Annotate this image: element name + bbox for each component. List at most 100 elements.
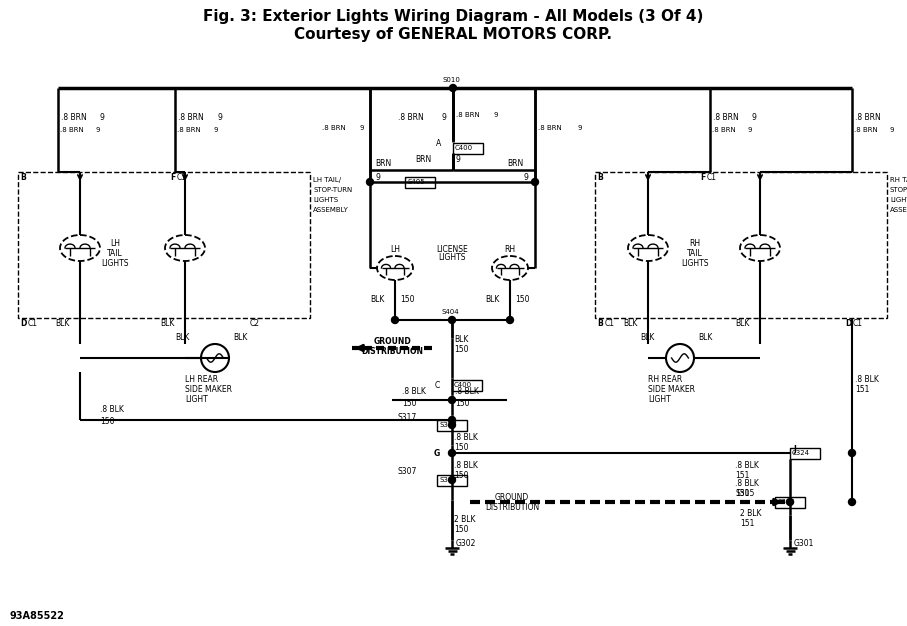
Circle shape (786, 498, 794, 506)
Circle shape (849, 498, 855, 506)
Text: S404: S404 (441, 309, 459, 315)
Text: .8 BRN: .8 BRN (322, 125, 346, 131)
Text: LH TAIL/: LH TAIL/ (313, 177, 341, 183)
Text: 9: 9 (890, 127, 894, 133)
Text: B: B (20, 173, 25, 183)
Bar (437, 419, 467, 431)
Text: 150: 150 (454, 346, 469, 354)
Text: C2: C2 (250, 319, 260, 329)
Text: Courtesy of GENERAL MOTORS CORP.: Courtesy of GENERAL MOTORS CORP. (294, 26, 612, 41)
Text: 150: 150 (454, 471, 469, 480)
Text: SIDE MAKER: SIDE MAKER (648, 386, 695, 394)
Text: G301: G301 (794, 540, 814, 548)
Text: S305: S305 (777, 499, 795, 505)
Text: BRN: BRN (375, 160, 391, 168)
Text: 9: 9 (523, 173, 528, 182)
Bar (453, 143, 483, 153)
Text: BLK: BLK (175, 334, 190, 342)
Text: BRN: BRN (507, 160, 523, 168)
Text: 151: 151 (735, 490, 749, 498)
Circle shape (450, 85, 456, 91)
Text: LIGHT: LIGHT (648, 396, 671, 404)
Text: .8 BRN: .8 BRN (398, 113, 424, 123)
Text: RH TAIL/: RH TAIL/ (890, 177, 907, 183)
Text: LIGHTS: LIGHTS (681, 259, 708, 267)
Text: LIGHTS: LIGHTS (102, 259, 129, 267)
Text: F: F (170, 173, 175, 183)
Circle shape (448, 416, 455, 424)
Circle shape (448, 421, 455, 429)
Text: BLK: BLK (735, 319, 749, 329)
Text: .8 BRN: .8 BRN (538, 125, 561, 131)
Text: LIGHTS: LIGHTS (313, 197, 338, 203)
Text: S317: S317 (398, 413, 417, 421)
Text: STOP-TURN: STOP-TURN (890, 187, 907, 193)
Text: D: D (20, 319, 26, 329)
Text: 9: 9 (748, 127, 753, 133)
Text: LH: LH (390, 245, 400, 254)
Text: 9: 9 (577, 125, 581, 131)
Text: 2 BLK: 2 BLK (740, 510, 762, 518)
Circle shape (448, 396, 455, 404)
Text: S305: S305 (736, 490, 755, 498)
Text: 151: 151 (735, 471, 749, 480)
Text: RH REAR: RH REAR (648, 376, 682, 384)
Circle shape (849, 449, 855, 456)
Text: S317: S317 (439, 422, 457, 428)
Text: .8 BRN: .8 BRN (178, 113, 204, 123)
Text: A: A (435, 140, 441, 148)
Text: 9: 9 (360, 125, 365, 131)
Text: BLK: BLK (55, 319, 69, 329)
Text: 150: 150 (402, 399, 416, 408)
Text: .8 BLK: .8 BLK (402, 387, 426, 396)
Circle shape (448, 317, 455, 324)
Text: C1: C1 (177, 173, 187, 183)
Text: F: F (700, 173, 706, 183)
Text: .8 BLK: .8 BLK (454, 461, 478, 470)
Text: LH: LH (110, 239, 120, 247)
Text: .8 BLK: .8 BLK (735, 480, 759, 488)
Text: .8 BRN: .8 BRN (713, 113, 738, 123)
Text: B: B (597, 319, 603, 329)
Text: GROUND: GROUND (495, 493, 529, 503)
Bar (18, 172, 310, 318)
Text: .8 BRN: .8 BRN (61, 113, 87, 123)
Text: BLK: BLK (454, 336, 468, 344)
Text: BLK: BLK (160, 319, 174, 329)
Text: C: C (434, 381, 440, 389)
Text: 93A85522: 93A85522 (10, 611, 65, 621)
Text: G: G (434, 448, 440, 458)
Text: BLK: BLK (233, 334, 248, 342)
Text: S405: S405 (407, 179, 424, 185)
Text: 9: 9 (752, 113, 756, 123)
Text: C1: C1 (28, 319, 38, 329)
Circle shape (392, 317, 398, 324)
Text: C400: C400 (455, 145, 473, 151)
Bar (790, 448, 820, 458)
Text: LIGHTS: LIGHTS (890, 197, 907, 203)
Text: 9: 9 (213, 127, 218, 133)
Text: BRN: BRN (414, 155, 431, 165)
Text: 9: 9 (217, 113, 222, 123)
Text: 150: 150 (515, 295, 530, 304)
Text: BLK: BLK (640, 334, 654, 342)
Text: BLK: BLK (623, 319, 638, 329)
Text: RH: RH (689, 239, 700, 247)
Text: 150: 150 (454, 525, 469, 535)
Text: .8 BRN: .8 BRN (177, 127, 200, 133)
Text: 150: 150 (454, 443, 469, 451)
Text: 9: 9 (100, 113, 105, 123)
Text: 150: 150 (455, 399, 470, 408)
Text: 150: 150 (400, 295, 414, 304)
Text: G302: G302 (456, 540, 476, 548)
Bar (595, 172, 887, 318)
Text: Fig. 3: Exterior Lights Wiring Diagram - All Models (3 Of 4): Fig. 3: Exterior Lights Wiring Diagram -… (203, 9, 703, 24)
Text: S307: S307 (439, 477, 457, 483)
Text: .8 BRN: .8 BRN (60, 127, 83, 133)
Text: .8 BLK: .8 BLK (100, 406, 124, 414)
Text: 9: 9 (494, 112, 499, 118)
Text: 9: 9 (96, 127, 101, 133)
Circle shape (448, 476, 455, 483)
Text: 9: 9 (455, 155, 460, 165)
Text: .8 BLK: .8 BLK (855, 376, 879, 384)
